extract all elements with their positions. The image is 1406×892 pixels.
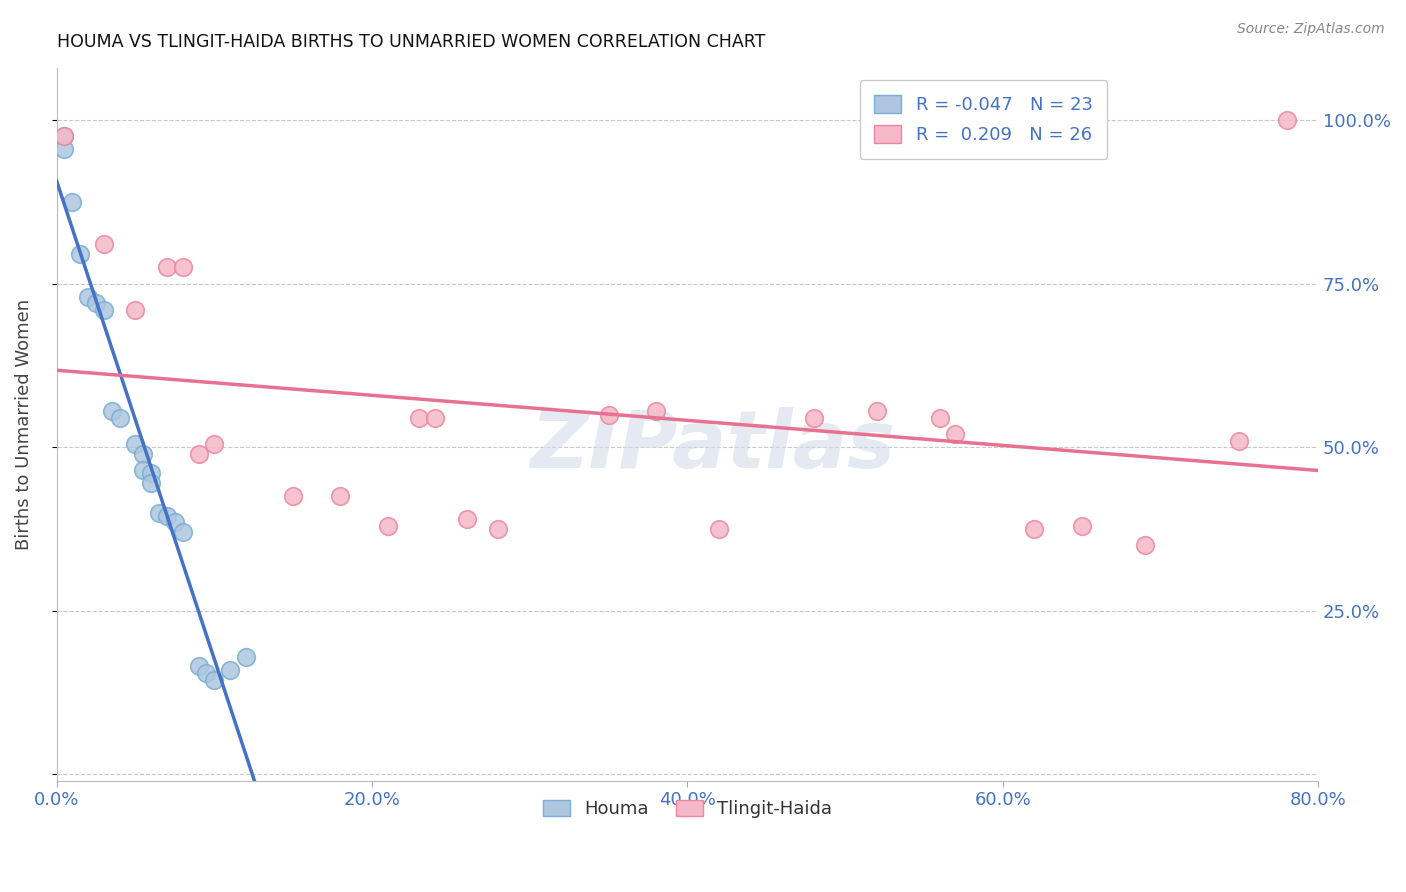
Point xyxy=(408,410,430,425)
Point xyxy=(195,666,218,681)
Point xyxy=(219,663,242,677)
Point xyxy=(187,447,209,461)
Point xyxy=(84,296,107,310)
Point xyxy=(598,408,620,422)
Text: Source: ZipAtlas.com: Source: ZipAtlas.com xyxy=(1237,22,1385,37)
Point xyxy=(93,302,115,317)
Point xyxy=(141,476,163,491)
Point xyxy=(187,659,209,673)
Point xyxy=(148,506,170,520)
Text: ZIPatlas: ZIPatlas xyxy=(530,407,896,484)
Point xyxy=(53,129,76,144)
Legend: Houma, Tlingit-Haida: Houma, Tlingit-Haida xyxy=(536,793,839,825)
Point xyxy=(53,143,76,157)
Point xyxy=(202,673,225,687)
Point xyxy=(1227,434,1250,448)
Point xyxy=(93,237,115,252)
Point xyxy=(132,447,155,461)
Point xyxy=(1133,538,1156,552)
Point xyxy=(77,290,100,304)
Point xyxy=(202,437,225,451)
Point xyxy=(945,427,967,442)
Point xyxy=(644,404,666,418)
Point xyxy=(156,260,179,275)
Point xyxy=(53,129,76,144)
Point xyxy=(108,410,131,425)
Point xyxy=(865,404,887,418)
Y-axis label: Births to Unmarried Women: Births to Unmarried Women xyxy=(15,299,32,549)
Point xyxy=(141,467,163,481)
Point xyxy=(329,489,352,503)
Point xyxy=(281,489,304,503)
Point xyxy=(1275,113,1298,128)
Point xyxy=(172,525,194,540)
Point xyxy=(172,260,194,275)
Point xyxy=(156,508,179,523)
Point xyxy=(486,522,509,536)
Point xyxy=(101,404,124,418)
Point xyxy=(124,437,146,451)
Point xyxy=(456,512,478,526)
Point xyxy=(132,463,155,477)
Point xyxy=(235,649,257,664)
Point xyxy=(124,302,146,317)
Point xyxy=(803,410,825,425)
Point xyxy=(928,410,950,425)
Point xyxy=(377,518,399,533)
Point xyxy=(69,247,91,261)
Point xyxy=(1070,518,1092,533)
Point xyxy=(423,410,446,425)
Text: HOUMA VS TLINGIT-HAIDA BIRTHS TO UNMARRIED WOMEN CORRELATION CHART: HOUMA VS TLINGIT-HAIDA BIRTHS TO UNMARRI… xyxy=(56,33,765,51)
Point xyxy=(163,516,186,530)
Point xyxy=(1024,522,1046,536)
Point xyxy=(707,522,730,536)
Point xyxy=(60,194,83,209)
